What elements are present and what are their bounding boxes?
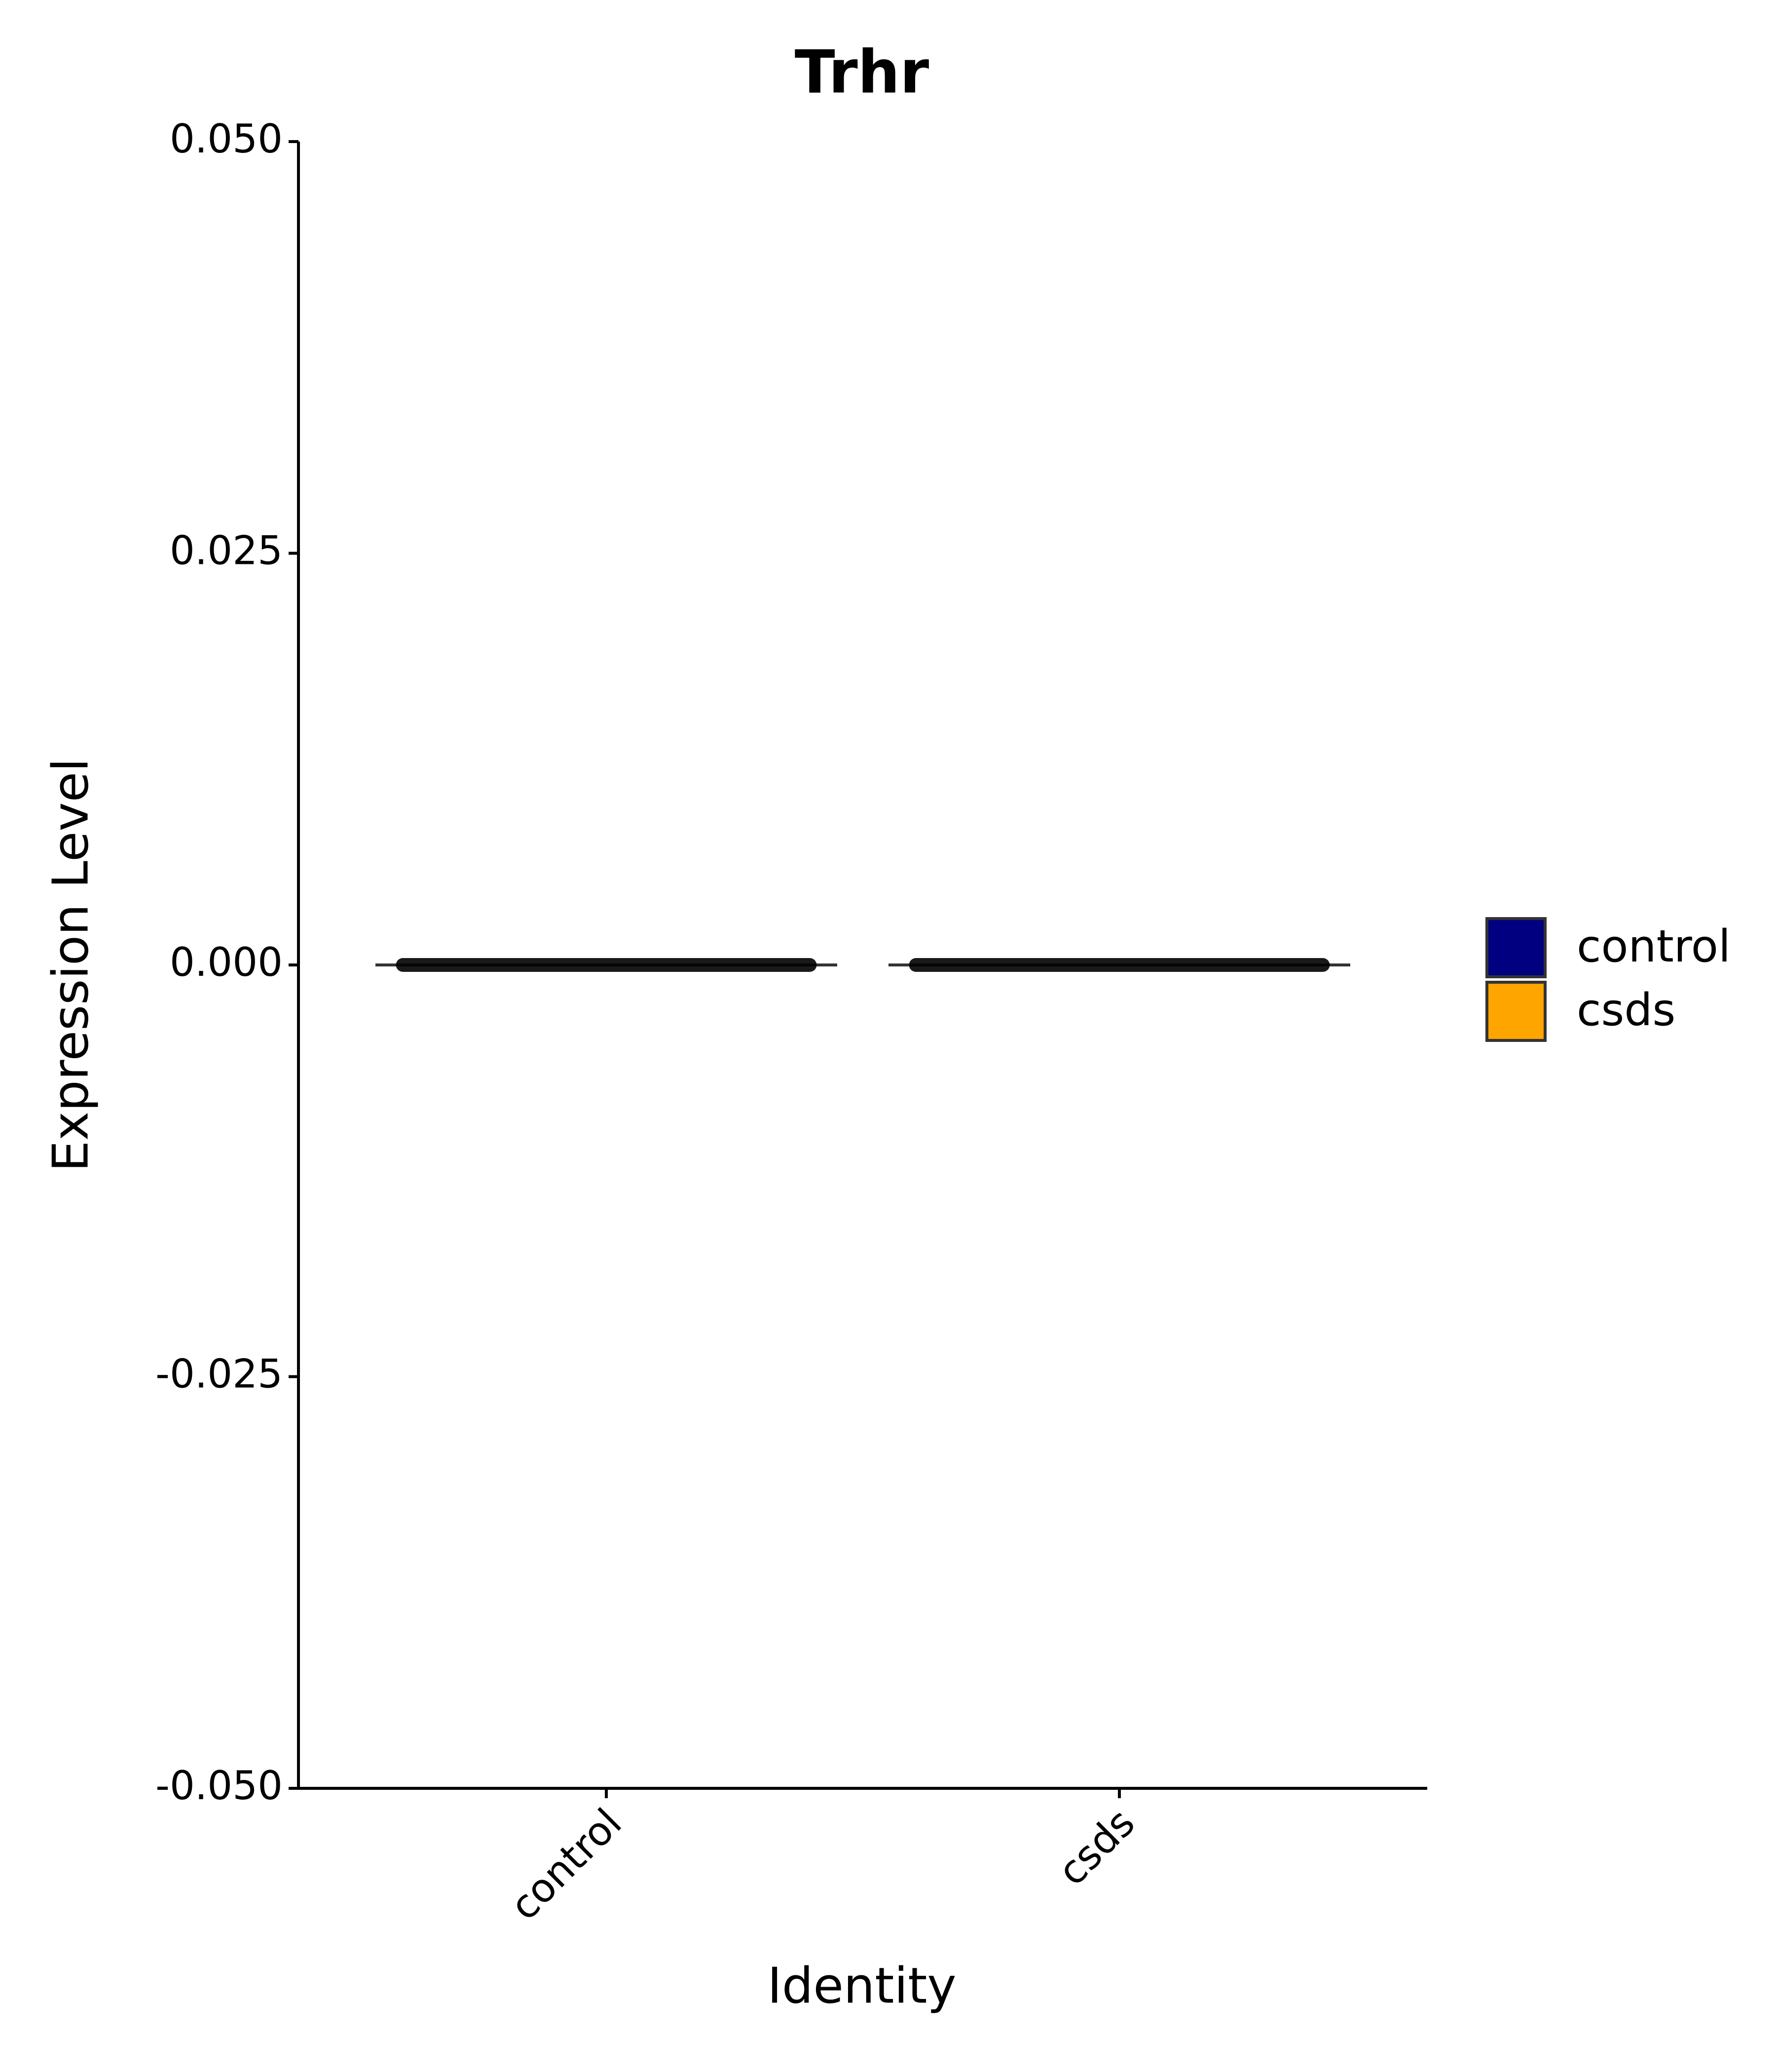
y-tick-label: 0.050 (170, 116, 283, 162)
y-tick-label: -0.025 (155, 1351, 283, 1397)
x-axis-label: Identity (767, 1957, 956, 2014)
legend-label: control (1577, 921, 1731, 972)
points (396, 958, 817, 972)
x-tick-label: csds (1049, 1800, 1144, 1894)
points (909, 958, 1330, 972)
y-tick-label: -0.050 (155, 1763, 283, 1809)
legend-label: csds (1577, 984, 1675, 1036)
y-tick-label: 0.025 (170, 527, 283, 573)
y-axis-label: Expression Level (41, 758, 99, 1172)
x-tick-label: control (501, 1800, 630, 1929)
chart-title: Trhr (795, 38, 929, 107)
legend-swatch (1485, 981, 1547, 1042)
legend-swatch (1485, 917, 1547, 978)
y-tick-label: 0.000 (170, 939, 283, 985)
